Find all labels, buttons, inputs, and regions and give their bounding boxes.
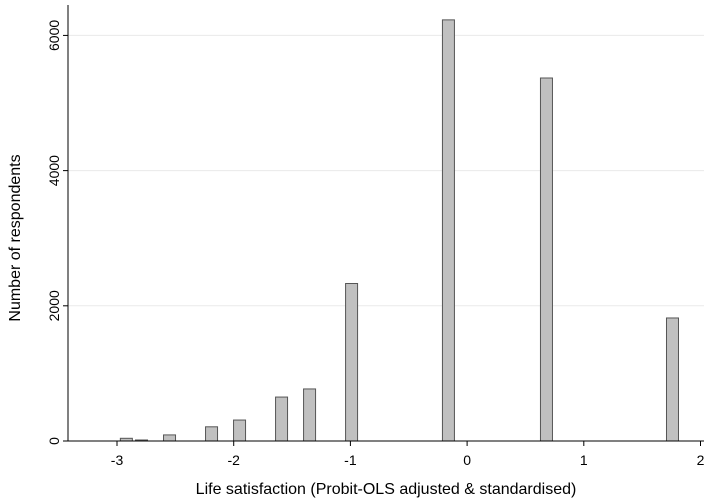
y-tick-label: 4000 xyxy=(46,155,62,186)
bar xyxy=(233,419,247,442)
x-tick-label: -1 xyxy=(344,452,357,468)
y-tick-label: 2000 xyxy=(46,290,62,321)
x-tick-label: -3 xyxy=(111,452,124,468)
y-axis-label: Number of respondents xyxy=(7,154,24,321)
bar xyxy=(303,388,317,442)
bar xyxy=(275,396,289,442)
x-axis-label: Life satisfaction (Probit-OLS adjusted &… xyxy=(196,481,577,498)
x-tick-label: 1 xyxy=(580,452,588,468)
y-tick-label: 0 xyxy=(46,437,62,445)
bar xyxy=(163,434,177,442)
bar xyxy=(539,77,553,442)
bar xyxy=(441,19,455,442)
bar xyxy=(345,282,359,442)
y-tick-label: 6000 xyxy=(46,20,62,51)
x-tick-label: -2 xyxy=(227,452,240,468)
bar xyxy=(205,426,219,442)
bar xyxy=(665,317,679,442)
x-tick-label: 2 xyxy=(697,452,704,468)
x-tick-label: 0 xyxy=(463,452,471,468)
